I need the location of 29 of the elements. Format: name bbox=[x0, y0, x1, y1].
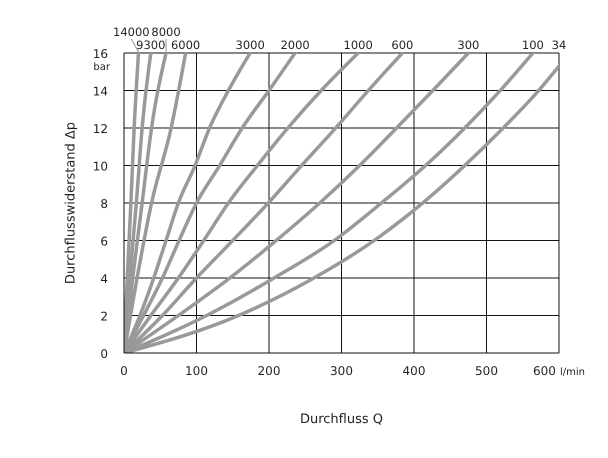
y-tick-label: 16 bar bbox=[92, 47, 111, 73]
x-tick-label: 0 bbox=[120, 364, 128, 378]
x-tick-label: 600 l/min bbox=[533, 364, 585, 378]
x-tick-label: 500 bbox=[475, 364, 498, 378]
series-label: 300 bbox=[457, 38, 480, 52]
y-tick-label: 0 bbox=[100, 347, 108, 361]
series-label: 100 bbox=[522, 38, 544, 52]
series-label: 1000 bbox=[344, 38, 373, 52]
series-label: 600 bbox=[391, 38, 414, 52]
series-label: 14000 bbox=[113, 25, 150, 39]
y-axis-title: Durchflusswiderstand Δp bbox=[64, 122, 79, 284]
y-tick-label: 10 bbox=[92, 160, 108, 174]
x-tick-label: 400 bbox=[402, 364, 426, 378]
y-tick-label: 2 bbox=[100, 310, 108, 324]
y-tick-label: 4 bbox=[100, 272, 108, 286]
series-label: 3000 bbox=[236, 38, 265, 52]
x-axis-title: Durchfluss Q bbox=[300, 412, 384, 427]
series-label: 2000 bbox=[280, 38, 310, 52]
y-tick-label: 6 bbox=[100, 234, 108, 248]
x-tick-label: 100 bbox=[185, 364, 208, 378]
series-label: 9300 bbox=[136, 38, 166, 52]
series-label: 34 bbox=[552, 38, 566, 52]
series-label: 6000 bbox=[170, 38, 200, 52]
x-tick-label: 200 bbox=[258, 364, 280, 378]
series-label: 8000 bbox=[151, 25, 181, 39]
y-tick-label: 14 bbox=[92, 84, 108, 98]
y-tick-label: 12 bbox=[92, 122, 108, 136]
y-tick-label: 8 bbox=[100, 197, 108, 211]
x-tick-label: 300 bbox=[330, 364, 353, 378]
